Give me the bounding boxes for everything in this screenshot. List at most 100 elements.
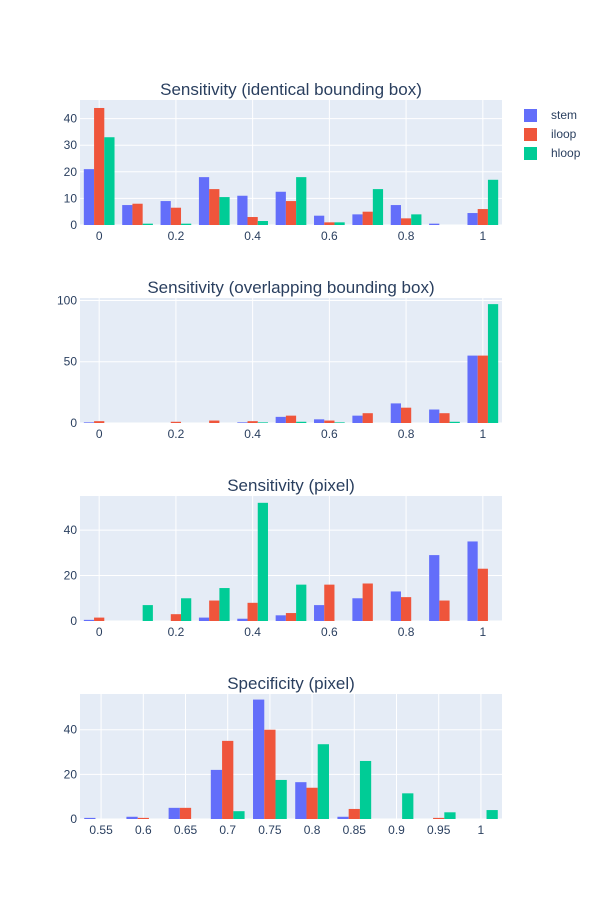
subplot-title: Sensitivity (identical bounding box): [160, 80, 422, 99]
y-tick-label: 30: [64, 138, 78, 152]
legend-item-hloop[interactable]: hloop: [524, 146, 581, 160]
bar-iloop: [400, 407, 412, 423]
y-tick-label: 20: [64, 767, 78, 781]
bar-hloop: [402, 793, 414, 819]
y-tick-label: 20: [64, 569, 78, 583]
y-tick-label: 40: [64, 723, 78, 737]
bar-iloop: [222, 740, 234, 819]
x-tick-label: 0: [96, 229, 103, 243]
bar-stem: [126, 816, 138, 819]
bar-hloop: [296, 177, 307, 225]
y-tick-label: 0: [70, 614, 77, 628]
bar-iloop: [439, 413, 450, 423]
bar-stem: [160, 201, 171, 225]
bar-iloop: [209, 189, 220, 225]
legend-label: stem: [551, 108, 577, 122]
bar-hloop: [257, 422, 268, 423]
legend-swatch: [524, 147, 537, 160]
bar-hloop: [317, 744, 329, 819]
bar-hloop: [233, 811, 245, 819]
bar-iloop: [362, 211, 373, 225]
subplot-title: Specificity (pixel): [227, 674, 355, 693]
bar-stem: [210, 769, 223, 819]
bar-hloop: [142, 223, 153, 225]
bar-stem: [295, 782, 307, 819]
bar-iloop: [209, 600, 220, 621]
x-tick-label: 1: [479, 427, 486, 441]
bar-hloop: [359, 760, 372, 819]
bar-stem: [314, 419, 325, 423]
x-tick-label: 0: [96, 625, 103, 639]
bar-stem: [314, 215, 325, 225]
x-tick-label: 1: [478, 823, 485, 837]
x-tick-label: 0.2: [168, 427, 185, 441]
bar-iloop: [348, 808, 360, 819]
bar-stem: [429, 555, 440, 621]
bar-stem: [429, 223, 440, 225]
bar-iloop: [306, 787, 318, 819]
subplot-4: 0 20 40 0.55 0.6 0.65 0.7 0.75 0.8 0.85 0.9 0.95 1 Sp…: [64, 674, 502, 837]
bar-stem: [198, 617, 210, 621]
bar-stem: [237, 618, 248, 621]
y-tick-label: 0: [70, 218, 77, 232]
bar-iloop: [362, 413, 373, 423]
legend-swatch: [524, 109, 537, 122]
x-tick-label: 0.8: [398, 229, 415, 243]
bar-iloop: [439, 600, 450, 621]
bar-iloop: [209, 420, 220, 423]
bar-stem: [467, 541, 478, 621]
x-tick-label: 0.6: [321, 625, 338, 639]
x-tick-label: 0.4: [244, 625, 261, 639]
bar-stem: [83, 422, 95, 423]
bar-iloop: [132, 203, 143, 225]
bar-iloop: [400, 597, 412, 621]
bar-stem: [275, 191, 286, 225]
y-tick-label: 40: [64, 523, 78, 537]
x-tick-label: 0.6: [321, 229, 338, 243]
bar-stem: [429, 409, 440, 423]
x-tick-label: 0.4: [244, 427, 261, 441]
bar-iloop: [324, 222, 335, 225]
bar-iloop: [285, 613, 297, 621]
bar-stem: [83, 169, 95, 225]
legend-item-stem[interactable]: stem: [524, 108, 577, 122]
x-tick-label: 1: [479, 625, 486, 639]
subplot-2: 0 50 100 0 0.2 0.4 0.6 0.8 1 Sensitivity (overlap…: [57, 278, 502, 441]
bar-hloop: [142, 605, 153, 621]
bar-stem: [122, 205, 133, 225]
bar-iloop: [94, 421, 105, 423]
bar-iloop: [94, 107, 105, 225]
bar-stem: [390, 403, 401, 423]
legend: stem iloop hloop: [524, 108, 581, 160]
bar-iloop: [400, 218, 412, 225]
bar-hloop: [219, 197, 230, 225]
legend-label: iloop: [551, 127, 577, 141]
bar-hloop: [257, 502, 268, 621]
x-tick-label: 0.55: [89, 823, 113, 837]
x-tick-label: 0.85: [343, 823, 367, 837]
y-tick-label: 100: [57, 293, 77, 307]
bar-hloop: [296, 421, 307, 423]
bar-iloop: [362, 583, 373, 621]
subplot-3: 0 20 40 0 0.2 0.4 0.6 0.8 1 Sensitivity (pixel): [64, 476, 502, 639]
x-tick-label: 1: [479, 229, 486, 243]
bar-stem: [237, 195, 248, 225]
x-tick-label: 0.8: [398, 625, 415, 639]
bar-stem: [253, 699, 265, 819]
bar-hloop: [296, 584, 307, 621]
bar-hloop: [219, 588, 230, 621]
x-tick-label: 0.7: [219, 823, 236, 837]
bar-hloop: [411, 214, 422, 225]
bar-hloop: [444, 812, 456, 819]
bar-stem: [390, 205, 401, 225]
subplot-title: Sensitivity (pixel): [227, 476, 355, 495]
x-tick-label: 0.6: [321, 427, 338, 441]
bar-stem: [168, 807, 180, 819]
legend-item-iloop[interactable]: iloop: [524, 127, 577, 141]
subplot-title: Sensitivity (overlapping bounding box): [147, 278, 434, 297]
y-tick-label: 0: [70, 416, 77, 430]
bar-iloop: [247, 421, 258, 423]
bar-stem: [467, 355, 478, 423]
